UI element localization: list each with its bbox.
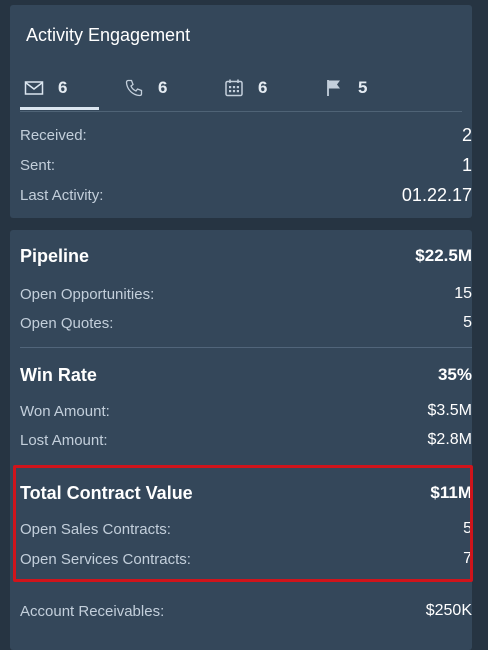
open-sales-contracts-label: Open Sales Contracts: <box>20 520 171 538</box>
pipeline-label: Pipeline <box>20 245 90 266</box>
account-receivables-label: Account Receivables: <box>20 602 165 620</box>
activity-tabs: 6 6 6 5 <box>10 67 472 113</box>
tab-calendar[interactable]: 6 <box>224 67 267 109</box>
open-opportunities-label: Open Opportunities: <box>20 285 155 303</box>
win-rate-value: 35% <box>437 365 472 384</box>
tab-phone-count: 6 <box>158 78 168 97</box>
open-sales-contracts-row: Open Sales Contracts: 5 <box>20 518 472 540</box>
tab-flag-count: 5 <box>358 78 368 97</box>
won-amount-row: Won Amount: $3.5M <box>20 400 472 422</box>
tab-phone[interactable]: 6 <box>124 67 167 109</box>
total-contract-value-label: Total Contract Value <box>20 482 193 503</box>
received-row: Received: 2 <box>20 124 472 146</box>
sent-value: 1 <box>461 154 472 175</box>
lost-amount-label: Lost Amount: <box>20 431 108 449</box>
lost-amount-value: $2.8M <box>427 431 472 448</box>
open-opportunities-row: Open Opportunities: 15 <box>20 283 472 305</box>
last-activity-value: 01.22.17 <box>401 184 472 205</box>
lost-amount-row: Lost Amount: $2.8M <box>20 429 472 451</box>
account-receivables-value: $250K <box>425 602 472 619</box>
tab-email-count: 6 <box>58 78 68 97</box>
activity-engagement-card: Activity Engagement 6 6 6 5 <box>10 5 472 218</box>
pipeline-value: $22.5M <box>415 246 472 265</box>
phone-icon <box>124 78 144 98</box>
tabs-divider <box>20 111 462 112</box>
open-services-contracts-label: Open Services Contracts: <box>20 550 191 568</box>
open-quotes-label: Open Quotes: <box>20 314 114 332</box>
tab-email[interactable]: 6 <box>24 67 67 109</box>
open-sales-contracts-value: 5 <box>463 520 472 537</box>
calendar-icon <box>224 78 244 98</box>
open-services-contracts-row: Open Services Contracts: 7 <box>20 548 472 570</box>
sales-metrics-card: Pipeline $22.5M Open Opportunities: 15 O… <box>10 230 472 650</box>
win-rate-label: Win Rate <box>20 364 97 385</box>
flag-icon <box>324 78 344 98</box>
account-receivables-row: Account Receivables: $250K <box>20 600 472 622</box>
pipeline-header: Pipeline $22.5M <box>20 245 472 267</box>
activity-engagement-title: Activity Engagement <box>26 25 191 45</box>
sent-label: Sent: <box>20 156 56 174</box>
contract-highlight-box <box>13 465 473 582</box>
last-activity-row: Last Activity: 01.22.17 <box>20 184 472 206</box>
total-contract-value-header: Total Contract Value $11M <box>20 482 472 504</box>
open-opportunities-value: 15 <box>454 285 472 302</box>
open-quotes-row: Open Quotes: 5 <box>20 312 472 334</box>
open-quotes-value: 5 <box>463 314 472 331</box>
tab-calendar-count: 6 <box>258 78 268 97</box>
sent-row: Sent: 1 <box>20 154 472 176</box>
win-rate-header: Win Rate 35% <box>20 364 472 386</box>
selected-tab-indicator <box>20 107 99 110</box>
won-amount-label: Won Amount: <box>20 402 110 420</box>
open-services-contracts-value: 7 <box>463 550 472 567</box>
tab-flag[interactable]: 5 <box>324 67 367 109</box>
last-activity-label: Last Activity: <box>20 186 104 204</box>
received-value: 2 <box>461 124 472 145</box>
mail-icon <box>24 78 44 98</box>
won-amount-value: $3.5M <box>427 402 472 419</box>
section-divider <box>20 347 472 348</box>
received-label: Received: <box>20 126 87 144</box>
total-contract-value-value: $11M <box>430 483 472 502</box>
